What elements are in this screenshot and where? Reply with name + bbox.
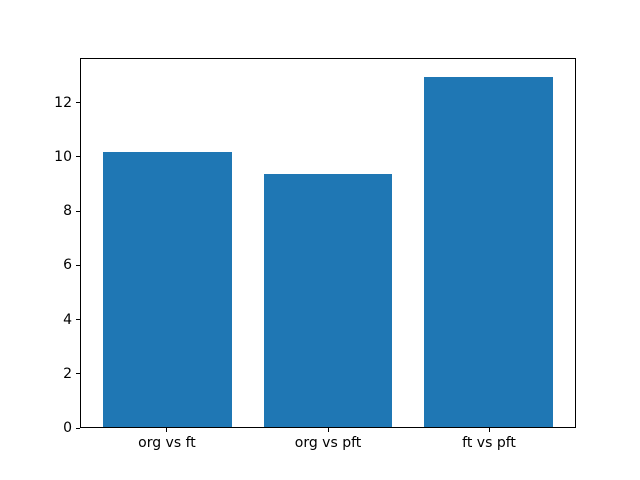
- axes: [80, 58, 576, 428]
- y-tick-label: 10: [54, 148, 72, 165]
- y-tick-label: 6: [63, 257, 72, 274]
- y-tick-label: 12: [54, 94, 72, 111]
- y-tick-label: 8: [63, 203, 72, 220]
- x-tick-mark: [166, 428, 168, 432]
- x-tick-label-ft-vs-pft: ft vs pft: [462, 435, 516, 451]
- y-tick-label: 2: [63, 365, 72, 382]
- bar-org-vs-pft: [263, 173, 393, 427]
- y-tick-mark: [76, 210, 80, 212]
- y-tick-label: 4: [63, 311, 72, 328]
- x-tick-label-org-vs-ft: org vs ft: [138, 435, 196, 451]
- y-tick-mark: [76, 264, 80, 266]
- y-tick-mark: [76, 373, 80, 375]
- bar-org-vs-ft: [103, 152, 232, 427]
- x-tick-mark: [327, 428, 329, 432]
- y-tick-label: 0: [63, 420, 72, 436]
- y-tick-mark: [76, 319, 80, 321]
- x-tick-label-org-vs-pft: org vs pft: [294, 435, 362, 451]
- x-tick-mark: [488, 428, 490, 432]
- bar-ft-vs-pft: [424, 76, 553, 427]
- y-tick-mark: [76, 102, 80, 104]
- y-tick-mark: [76, 427, 80, 429]
- y-tick-mark: [76, 156, 80, 158]
